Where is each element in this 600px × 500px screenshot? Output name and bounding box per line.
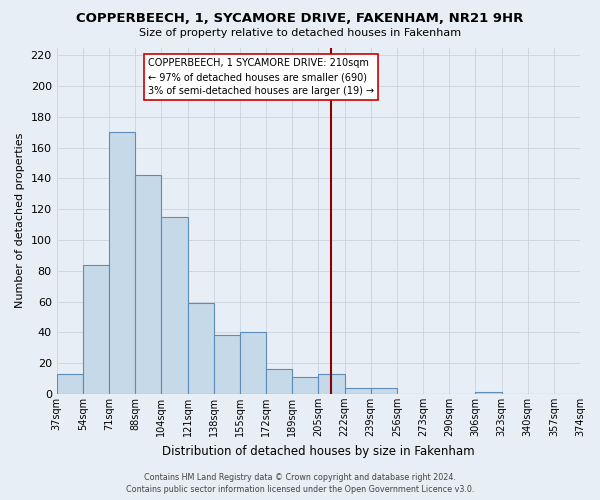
Y-axis label: Number of detached properties: Number of detached properties [15,133,25,308]
Bar [475,392,502,394]
Bar [292,377,319,394]
Text: COPPERBEECH, 1, SYCAMORE DRIVE, FAKENHAM, NR21 9HR: COPPERBEECH, 1, SYCAMORE DRIVE, FAKENHAM… [76,12,524,26]
Bar [214,336,240,394]
Bar [266,370,292,394]
Bar [161,217,187,394]
Bar [371,388,397,394]
Bar [319,374,344,394]
Text: COPPERBEECH, 1 SYCAMORE DRIVE: 210sqm
← 97% of detached houses are smaller (690): COPPERBEECH, 1 SYCAMORE DRIVE: 210sqm ← … [148,58,374,96]
Bar [135,176,161,394]
Bar [56,374,83,394]
Bar [240,332,266,394]
Bar [83,264,109,394]
X-axis label: Distribution of detached houses by size in Fakenham: Distribution of detached houses by size … [162,444,475,458]
Text: Contains HM Land Registry data © Crown copyright and database right 2024.
Contai: Contains HM Land Registry data © Crown c… [126,472,474,494]
Text: Size of property relative to detached houses in Fakenham: Size of property relative to detached ho… [139,28,461,38]
Bar [109,132,135,394]
Bar [344,388,371,394]
Bar [187,303,214,394]
